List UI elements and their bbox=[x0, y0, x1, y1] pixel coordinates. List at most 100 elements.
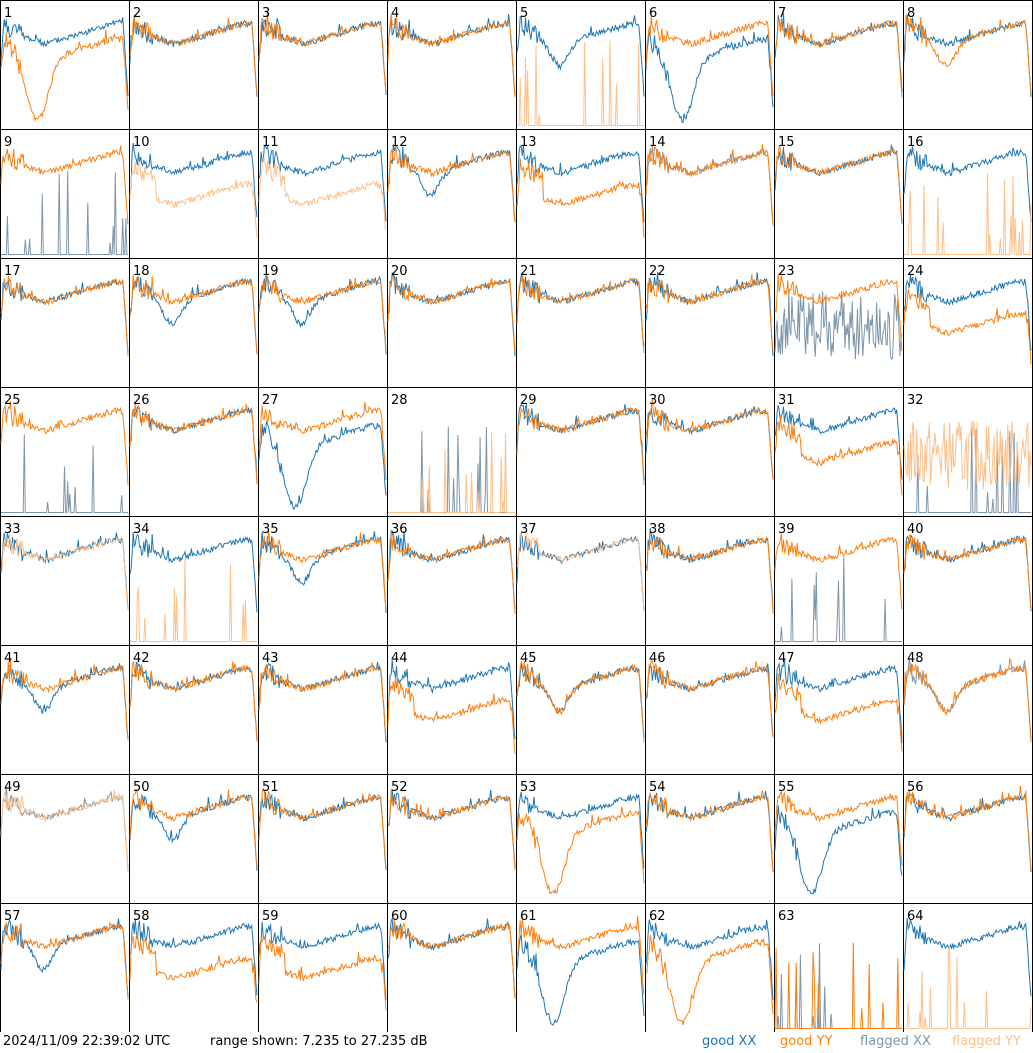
panel-26: 26 bbox=[129, 387, 259, 517]
series-yy-line bbox=[387, 14, 516, 97]
panel-frame bbox=[258, 516, 388, 646]
panel-label: 50 bbox=[133, 780, 150, 795]
panel-17: 17 bbox=[0, 258, 130, 388]
panel-52: 52 bbox=[387, 774, 517, 904]
series-xx-line bbox=[903, 146, 1032, 223]
panel-label: 54 bbox=[649, 780, 666, 795]
series-yy-line bbox=[387, 276, 516, 352]
panel-36: 36 bbox=[387, 516, 517, 646]
series-xx-line bbox=[129, 143, 258, 218]
series-xx-line bbox=[645, 406, 774, 480]
panel-frame bbox=[903, 0, 1033, 130]
panel-label: 6 bbox=[649, 6, 657, 21]
panel-label: 26 bbox=[133, 393, 150, 408]
panel-label: 48 bbox=[907, 651, 924, 666]
panel-frame bbox=[774, 129, 904, 259]
panel-45: 45 bbox=[516, 645, 646, 775]
panel-label: 23 bbox=[778, 264, 795, 279]
panel-23: 23 bbox=[774, 258, 904, 388]
panel-label: 7 bbox=[778, 6, 786, 21]
panel-frame bbox=[645, 129, 775, 259]
panel-27: 27 bbox=[258, 387, 388, 517]
series-yy-line bbox=[0, 921, 129, 1000]
panel-28: 28 bbox=[387, 387, 517, 517]
panel-frame bbox=[0, 258, 130, 388]
panel-40: 40 bbox=[903, 516, 1033, 646]
panel-label: 43 bbox=[262, 651, 279, 666]
panel-label: 33 bbox=[4, 522, 21, 537]
series-yy-line bbox=[129, 15, 258, 94]
panel-39: 39 bbox=[774, 516, 904, 646]
series-xx-line bbox=[1, 170, 128, 255]
panel-label: 11 bbox=[262, 135, 279, 150]
series-xx-line bbox=[645, 31, 774, 124]
panel-31: 31 bbox=[774, 387, 904, 517]
panel-38: 38 bbox=[645, 516, 775, 646]
panel-4: 4 bbox=[387, 0, 517, 130]
series-xx-line bbox=[516, 791, 645, 869]
panel-label: 5 bbox=[520, 6, 528, 21]
panel-frame bbox=[129, 0, 259, 130]
panel-frame bbox=[0, 903, 130, 1032]
panel-label: 38 bbox=[649, 522, 666, 537]
panel-18: 18 bbox=[129, 258, 259, 388]
series-yy-line bbox=[516, 406, 645, 485]
panel-24: 24 bbox=[903, 258, 1033, 388]
panel-frame bbox=[129, 774, 259, 904]
panel-label: 52 bbox=[391, 780, 408, 795]
series-yy-line bbox=[0, 657, 129, 741]
series-yy-line bbox=[387, 531, 516, 614]
panel-label: 64 bbox=[907, 909, 924, 924]
series-yy-line bbox=[387, 919, 516, 1000]
series-yy-line bbox=[774, 273, 903, 352]
panel-33: 33 bbox=[0, 516, 130, 646]
series-yy-line bbox=[0, 29, 129, 123]
panel-frame bbox=[645, 258, 775, 388]
panel-frame bbox=[0, 645, 130, 775]
panel-frame bbox=[516, 258, 646, 388]
series-xx-line bbox=[258, 145, 387, 222]
panel-label: 35 bbox=[262, 522, 279, 537]
panel-label: 42 bbox=[133, 651, 150, 666]
panel-frame bbox=[774, 0, 904, 130]
panel-label: 45 bbox=[520, 651, 537, 666]
panel-frame bbox=[387, 903, 517, 1032]
panel-label: 18 bbox=[133, 264, 150, 279]
series-xx-line bbox=[129, 532, 258, 613]
panel-label: 56 bbox=[907, 780, 924, 795]
panel-47: 47 bbox=[774, 645, 904, 775]
panel-frame bbox=[774, 387, 904, 517]
panel-19: 19 bbox=[258, 258, 388, 388]
panel-frame bbox=[387, 387, 517, 517]
panel-7: 7 bbox=[774, 0, 904, 130]
series-yy-line bbox=[645, 144, 774, 227]
series-yy-line bbox=[516, 806, 645, 895]
series-yy-line bbox=[774, 415, 903, 496]
panel-2: 2 bbox=[129, 0, 259, 130]
panel-label: 32 bbox=[907, 393, 924, 408]
panel-label: 12 bbox=[391, 135, 408, 150]
panel-label: 10 bbox=[133, 135, 150, 150]
series-yy-line bbox=[0, 400, 129, 486]
panel-60: 60 bbox=[387, 903, 517, 1032]
panel-57: 57 bbox=[0, 903, 130, 1032]
panel-41: 41 bbox=[0, 645, 130, 775]
panel-43: 43 bbox=[258, 645, 388, 775]
panel-8: 8 bbox=[903, 0, 1033, 130]
series-xx-line bbox=[645, 919, 774, 1001]
series-yy-line bbox=[258, 273, 387, 353]
series-yy-line bbox=[645, 790, 774, 872]
legend-flagged-xx: flagged XX bbox=[860, 1034, 931, 1049]
panel-frame bbox=[645, 0, 775, 130]
panel-label: 24 bbox=[907, 264, 924, 279]
panel-label: 8 bbox=[907, 6, 915, 21]
panel-29: 29 bbox=[516, 387, 646, 517]
series-yy-line bbox=[774, 673, 903, 752]
panel-55: 55 bbox=[774, 774, 904, 904]
series-yy-line bbox=[645, 16, 774, 97]
panel-frame bbox=[903, 258, 1033, 388]
panel-63: 63 bbox=[774, 903, 904, 1032]
panel-label: 53 bbox=[520, 780, 537, 795]
panel-frame bbox=[387, 645, 517, 775]
